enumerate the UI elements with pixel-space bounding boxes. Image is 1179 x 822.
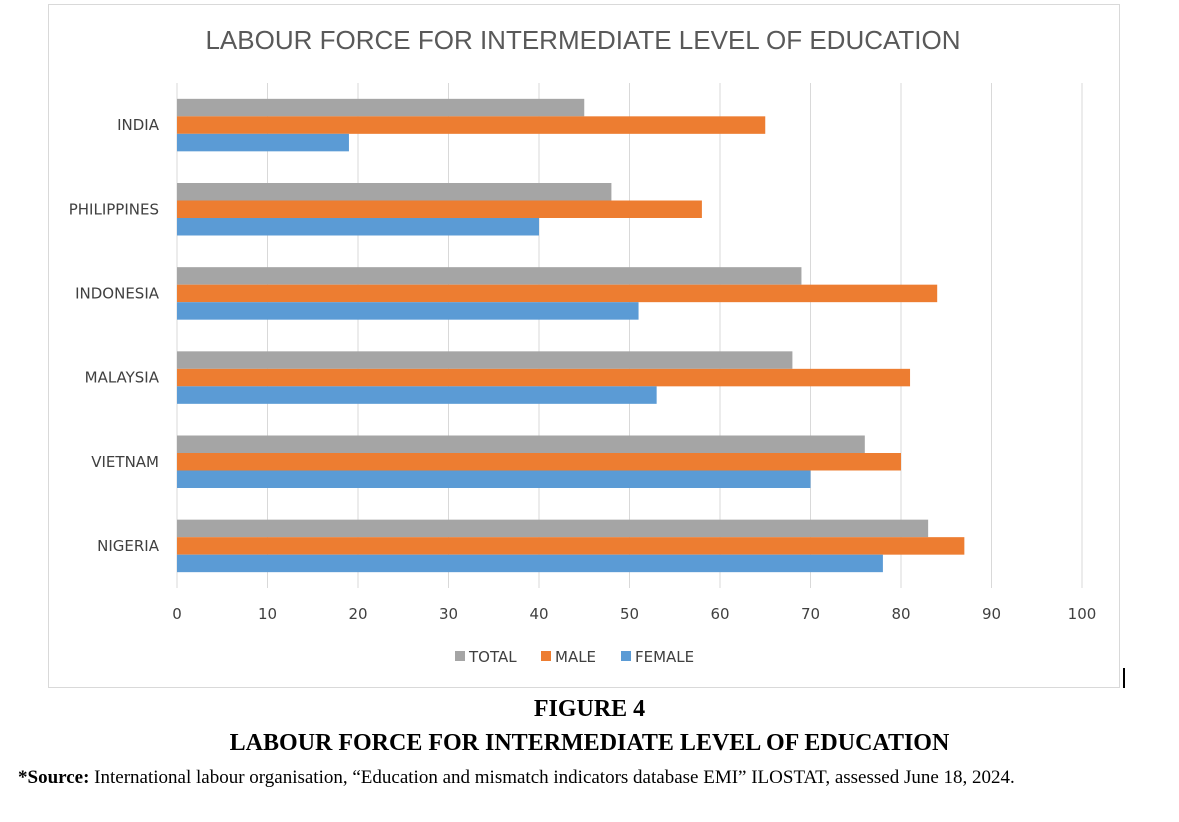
legend: TOTAL MALE FEMALE: [455, 648, 694, 666]
legend-swatch-female: [621, 651, 631, 661]
category-label: PHILIPPINES: [69, 200, 159, 218]
x-tick-label: 20: [348, 605, 367, 623]
bar-total-india: [177, 98, 585, 117]
bar-male-malaysia: [177, 368, 911, 387]
bar-female-vietnam: [177, 470, 811, 488]
bar-total-nigeria: [177, 519, 929, 538]
figure-caption: LABOUR FORCE FOR INTERMEDIATE LEVEL OF E…: [229, 730, 950, 756]
bar-male-indonesia: [177, 284, 938, 303]
bar-male-vietnam: [177, 453, 901, 471]
x-tick-label: 80: [891, 605, 910, 623]
bar-female-indonesia: [177, 302, 639, 320]
x-tick-label: 70: [801, 605, 820, 623]
x-tick-label: 0: [172, 605, 182, 623]
source-label: *Source:: [18, 767, 90, 788]
x-axis-ticks: 0 10 20 30 40 50 60 70 80 90 100: [172, 605, 1096, 623]
bar-total-indonesia: [177, 267, 802, 285]
legend-label-male: MALE: [555, 648, 596, 666]
bar-total-vietnam: [177, 435, 865, 453]
bar-female-philippines: [177, 218, 539, 236]
source-text: International labour organisation, “Educ…: [94, 767, 1015, 788]
category-label: INDONESIA: [75, 284, 160, 302]
bar-chart: LABOUR FORCE FOR INTERMEDIATE LEVEL OF E…: [69, 25, 1097, 666]
legend-label-female: FEMALE: [635, 648, 694, 666]
x-tick-label: 90: [982, 605, 1001, 623]
x-tick-label: 10: [258, 605, 277, 623]
category-label: MALAYSIA: [85, 369, 160, 387]
chart-title: LABOUR FORCE FOR INTERMEDIATE LEVEL OF E…: [205, 25, 960, 55]
category-label: VIETNAM: [91, 453, 159, 471]
bar-female-india: [177, 133, 349, 152]
x-tick-label: 30: [439, 605, 458, 623]
figure-number: FIGURE 4: [533, 696, 646, 722]
bar-total-malaysia: [177, 351, 793, 369]
bars: [177, 98, 965, 573]
x-tick-label: 60: [710, 605, 729, 623]
x-tick-label: 50: [620, 605, 639, 623]
bar-female-malaysia: [177, 386, 657, 404]
bar-total-philippines: [177, 183, 612, 201]
gridlines: [176, 83, 1083, 588]
edge-mark: [1123, 668, 1125, 688]
x-tick-label: 40: [529, 605, 548, 623]
bar-male-philippines: [177, 200, 702, 218]
chart-frame: LABOUR FORCE FOR INTERMEDIATE LEVEL OF E…: [48, 4, 1120, 688]
category-labels: INDIA PHILIPPINES INDONESIA MALAYSIA VIETNAM…: [69, 116, 160, 555]
x-tick-label: 100: [1068, 605, 1097, 623]
bar-female-nigeria: [177, 554, 883, 573]
source-note: *Source: International labour organisati…: [18, 765, 1160, 791]
legend-swatch-male: [541, 651, 551, 661]
legend-label-total: TOTAL: [468, 648, 517, 666]
legend-swatch-total: [455, 651, 465, 661]
bar-male-nigeria: [177, 537, 965, 555]
category-label: INDIA: [117, 116, 160, 134]
category-label: NIGERIA: [97, 537, 160, 555]
bar-male-india: [177, 116, 766, 134]
